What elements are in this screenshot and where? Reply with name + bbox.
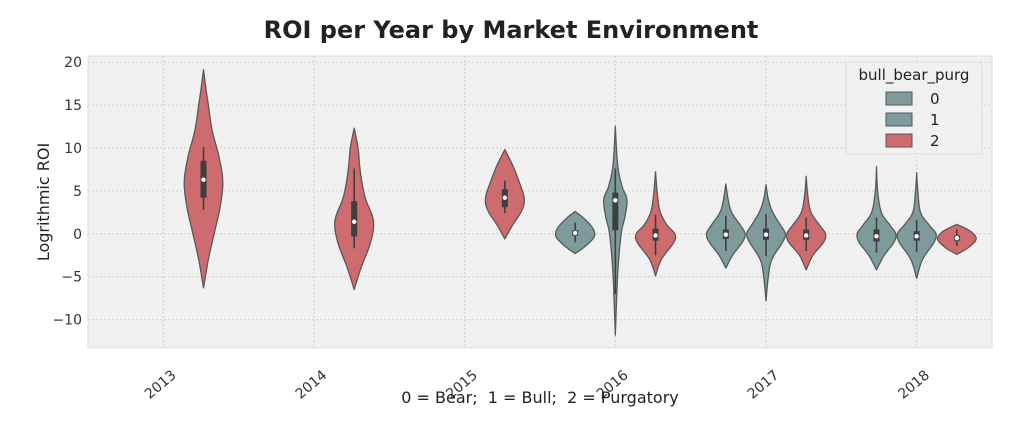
legend: bull_bear_purg 0 1 2	[845, 61, 983, 155]
y-tick-label: −10	[52, 313, 82, 329]
y-tick-label: 15	[64, 98, 82, 114]
violin-median-dot	[874, 234, 879, 239]
legend-title: bull_bear_purg	[859, 66, 970, 85]
y-tick-label: 5	[73, 184, 82, 200]
y-tick-label: 10	[64, 141, 82, 157]
violin-median-dot	[954, 235, 960, 241]
violin-median-dot	[763, 232, 769, 237]
y-axis-label: Logrithmic ROI	[34, 143, 53, 261]
violin-median-dot	[914, 234, 919, 239]
violin-median-dot	[572, 230, 578, 236]
x-tick-label: 2014	[293, 367, 331, 402]
violin-median-dot	[613, 198, 618, 203]
y-tick-label: 20	[64, 55, 82, 71]
legend-label-2: 2	[930, 132, 940, 150]
legend-swatch-2	[885, 133, 913, 148]
violin-iqr-box	[612, 192, 619, 231]
y-tick-labels: −10 −5 0 5 10 15 20	[52, 55, 82, 329]
violin-median-dot	[653, 233, 658, 238]
y-tick-label: 0	[73, 227, 82, 243]
legend-label-0: 0	[930, 90, 940, 108]
x-tick-label: 2017	[745, 367, 783, 402]
x-tick-label: 2018	[895, 367, 933, 402]
violins	[183, 69, 977, 336]
violin-median-dot	[723, 232, 729, 237]
violin-median-dot	[502, 195, 508, 200]
legend-entries: 0 1 2	[885, 90, 940, 150]
x-axis-label: 0 = Bear; 1 = Bull; 2 = Purgatory	[401, 388, 678, 407]
y-tick-label: −5	[61, 270, 82, 286]
violin-median-dot	[803, 233, 809, 238]
violin-median-dot	[201, 177, 206, 182]
violin-iqr-box	[351, 201, 358, 237]
legend-label-1: 1	[930, 111, 940, 129]
legend-swatch-0	[885, 91, 913, 106]
legend-swatch-1	[885, 112, 913, 127]
x-tick-label: 2013	[142, 367, 180, 402]
violin-median-dot	[351, 219, 357, 224]
chart-title: ROI per Year by Market Environment	[264, 16, 759, 44]
legend-frame	[845, 61, 983, 155]
